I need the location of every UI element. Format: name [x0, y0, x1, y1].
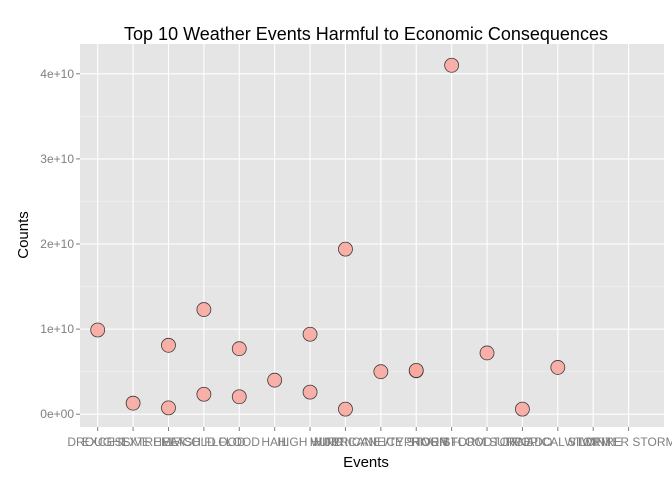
y-tick-label: 2e+10: [40, 237, 74, 251]
data-points: [90, 57, 566, 417]
data-point: [161, 337, 176, 353]
data-point: [408, 363, 424, 378]
x-tick-label: WINTER STORM: [582, 435, 672, 449]
x-tick-label: WILDFIRE: [565, 435, 622, 449]
x-tick-label: STORM SURGE: [442, 435, 531, 449]
data-point: [550, 360, 566, 375]
x-tick-label: EXTREME COLD: [121, 435, 216, 449]
x-tick-label: EXCESSIVE HEAT: [82, 435, 185, 449]
x-tick-label: RIVER FLOOD: [411, 435, 493, 449]
data-point: [90, 322, 106, 338]
y-axis-title: Counts: [15, 211, 32, 259]
x-tick-label: DROUGHT: [67, 435, 128, 449]
data-point: [444, 57, 460, 73]
x-tick-label: HIGH WIND: [277, 435, 343, 449]
x-tick-label: HURRICANE: [310, 435, 381, 449]
x-axis-title: Events: [343, 454, 389, 471]
minor-gridlines: [80, 116, 664, 372]
data-point: [373, 364, 389, 380]
data-point: [196, 302, 212, 317]
data-point: [231, 389, 247, 405]
x-tick-label: FLOOD: [219, 435, 261, 449]
data-point: [196, 386, 212, 402]
x-tick-label: HAIL: [261, 435, 288, 449]
x-tick-label: HURRICANE/TYPHOON: [314, 435, 448, 449]
data-point: [231, 341, 247, 357]
data-point: [338, 241, 353, 257]
x-tick-label: TROPICAL STORM: [505, 435, 611, 449]
x-tick-label: ICE STORM: [383, 435, 449, 449]
y-axis-ticks: 0e+00 1e+10 2e+10 3e+10 4e+10: [40, 67, 80, 421]
data-point: [125, 395, 141, 411]
data-point: [338, 401, 353, 417]
x-tick-label: FLASH FLOOD: [162, 435, 246, 449]
x-tick-label: TORNADO: [493, 435, 553, 449]
data-point: [267, 372, 283, 388]
data-point: [515, 401, 530, 417]
chart-title: Top 10 Weather Events Harmful to Economi…: [124, 24, 608, 44]
data-point: [479, 345, 495, 361]
y-tick-label: 3e+10: [40, 152, 74, 166]
data-point: [161, 400, 176, 416]
data-point: [302, 384, 318, 400]
data-point: [302, 326, 318, 342]
y-tick-label: 4e+10: [40, 67, 74, 81]
plot-panel: [80, 44, 664, 427]
y-tick-label: 0e+00: [40, 407, 74, 421]
y-tick-label: 1e+10: [40, 322, 74, 336]
